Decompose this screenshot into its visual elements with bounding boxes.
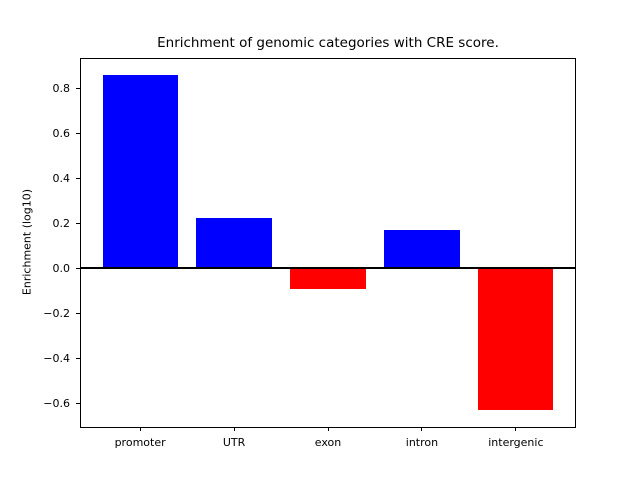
y-tick-mark — [76, 87, 80, 89]
x-tick-label: promoter — [114, 436, 166, 450]
y-tick-mark — [76, 222, 80, 224]
x-tick-mark — [233, 427, 235, 432]
x-tick-mark — [139, 427, 141, 432]
y-axis-label: Enrichment (log10) — [20, 188, 34, 296]
y-tick-label: −0.4 — [43, 351, 70, 365]
y-tick-label: 0.2 — [52, 216, 71, 230]
x-tick-mark — [327, 427, 329, 432]
y-tick-mark — [76, 312, 80, 314]
y-tick-label: 0.0 — [52, 261, 71, 275]
y-tick-mark — [76, 267, 80, 269]
chart-title: Enrichment of genomic categories with CR… — [157, 35, 499, 51]
y-tick-mark — [76, 132, 80, 134]
bar-UTR — [196, 217, 272, 269]
x-tick-label: intron — [405, 436, 439, 450]
x-tick-label: exon — [314, 436, 342, 450]
x-tick-mark — [421, 427, 423, 432]
bar-intron — [384, 230, 460, 269]
y-tick-label: 0.4 — [52, 171, 71, 185]
x-tick-mark — [515, 427, 517, 432]
bar-promoter — [102, 74, 178, 269]
y-tick-label: −0.2 — [43, 306, 70, 320]
y-tick-label: −0.6 — [43, 397, 70, 411]
x-tick-label: UTR — [222, 436, 246, 450]
y-tick-mark — [76, 357, 80, 359]
bar-exon — [290, 268, 366, 289]
zero-line — [80, 267, 576, 270]
y-tick-mark — [76, 177, 80, 179]
bar-intergenic — [478, 268, 554, 411]
x-tick-label: intergenic — [488, 436, 544, 450]
y-tick-mark — [76, 403, 80, 405]
y-tick-label: 0.6 — [52, 126, 71, 140]
y-tick-label: 0.8 — [52, 81, 71, 95]
